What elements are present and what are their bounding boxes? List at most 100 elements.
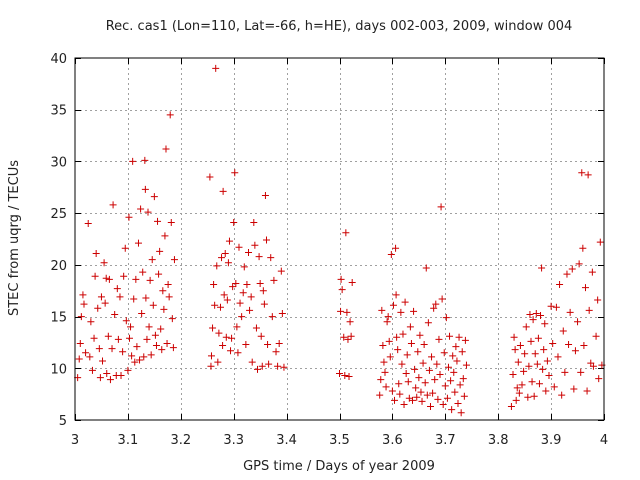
data-point — [167, 218, 175, 226]
data-point — [437, 203, 445, 211]
data-point — [87, 318, 95, 326]
data-point — [219, 342, 227, 350]
data-point — [257, 332, 265, 340]
data-point — [439, 400, 447, 408]
data-point — [125, 334, 133, 342]
data-point — [400, 400, 408, 408]
data-point — [157, 325, 165, 333]
data-point — [409, 396, 417, 404]
data-point — [436, 370, 444, 378]
data-point — [166, 111, 174, 119]
data-point — [278, 309, 286, 317]
data-point — [514, 358, 522, 366]
data-point — [161, 232, 169, 240]
data-point — [396, 390, 404, 398]
data-point — [521, 350, 529, 358]
y-axis-label: STEC from uqrg / TECUs — [7, 160, 22, 316]
data-point — [578, 169, 586, 177]
data-point — [228, 334, 236, 342]
data-point — [164, 281, 172, 289]
data-point — [212, 64, 220, 72]
data-point — [233, 323, 241, 331]
data-point — [91, 272, 99, 280]
data-point — [527, 337, 535, 345]
data-point — [397, 308, 405, 316]
plot-frame — [74, 57, 605, 421]
data-point — [242, 340, 250, 348]
data-point — [221, 249, 229, 257]
data-point — [141, 156, 149, 164]
data-point — [97, 293, 105, 301]
data-point — [99, 357, 107, 365]
data-point — [459, 375, 467, 383]
data-point — [513, 384, 521, 392]
data-point — [272, 348, 280, 356]
data-point — [128, 352, 136, 360]
data-point — [344, 335, 352, 343]
data-point — [440, 349, 448, 357]
data-point — [419, 359, 427, 367]
data-point — [106, 376, 114, 384]
data-point — [558, 391, 566, 399]
data-point — [148, 256, 156, 264]
data-point — [539, 365, 547, 373]
data-point — [389, 301, 397, 309]
data-point — [452, 343, 460, 351]
data-point — [385, 337, 393, 345]
data-point — [574, 318, 582, 326]
data-point — [245, 248, 253, 256]
data-point — [90, 334, 98, 342]
data-point — [545, 372, 553, 380]
data-point — [80, 300, 88, 308]
data-point — [559, 327, 567, 335]
data-point — [234, 349, 242, 357]
data-point — [524, 393, 532, 401]
data-point — [393, 333, 401, 341]
data-point — [280, 363, 288, 371]
data-point — [552, 303, 560, 311]
data-point — [417, 388, 425, 396]
data-point — [425, 366, 433, 374]
data-point — [231, 169, 239, 177]
data-point — [424, 319, 432, 327]
data-point — [589, 362, 597, 370]
data-point — [214, 358, 222, 366]
x-tick-label: 3.9 — [541, 433, 562, 448]
data-point — [218, 254, 226, 262]
data-point — [565, 340, 573, 348]
data-point — [398, 360, 406, 368]
data-point — [151, 331, 159, 339]
x-tick-label: 3.8 — [488, 433, 509, 448]
y-tick-label: 35 — [50, 104, 67, 119]
x-axis-label: GPS time / Days of year 2009 — [243, 459, 435, 474]
data-point — [105, 275, 113, 283]
data-point — [86, 353, 94, 361]
data-point — [251, 241, 259, 249]
data-point — [109, 201, 117, 209]
data-point — [421, 379, 429, 387]
data-point — [158, 346, 166, 354]
data-point — [346, 318, 354, 326]
data-point — [207, 362, 215, 370]
data-point — [274, 362, 282, 370]
data-point — [165, 293, 173, 301]
data-point — [215, 329, 223, 337]
data-point — [144, 208, 152, 216]
data-point — [384, 313, 392, 321]
data-point — [227, 347, 235, 355]
data-point — [236, 299, 244, 307]
tick-labels: 3 3.1 3.2 3.3 3.4 3.5 3.6 3.7 3.8 3.9 4 5 10 15 20 25 30… — [50, 52, 608, 448]
data-point — [219, 187, 227, 195]
data-point — [246, 306, 254, 314]
data-point — [104, 332, 112, 340]
data-point — [224, 259, 232, 267]
x-tick-label: 3.6 — [382, 433, 403, 448]
data-point — [258, 362, 266, 370]
data-point — [116, 293, 124, 301]
data-point — [152, 342, 160, 350]
data-point — [438, 295, 446, 303]
data-point — [338, 286, 346, 294]
data-point — [243, 281, 251, 289]
data-point — [388, 387, 396, 395]
data-point — [594, 296, 602, 304]
